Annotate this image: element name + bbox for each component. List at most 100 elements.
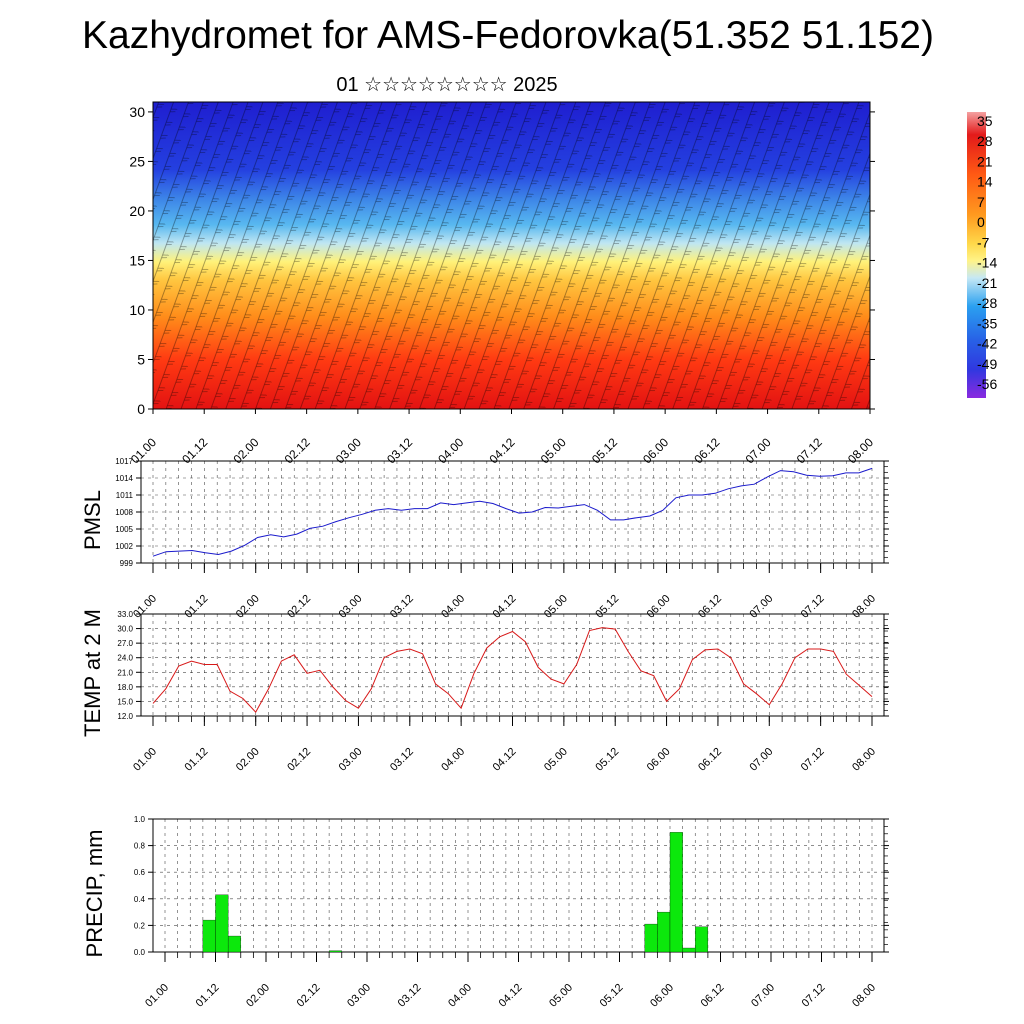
colorbar-label: -21 [977, 275, 997, 291]
y-axis-label: PMSL [80, 490, 105, 550]
colorbar-ramp [967, 112, 986, 398]
y-tick-label: 15.0 [117, 697, 133, 706]
series-line [152, 627, 873, 713]
x-tick-label: 04.12 [486, 435, 517, 466]
x-tick-label: 08.00 [850, 593, 878, 621]
x-tick-label: 05.00 [538, 435, 569, 466]
colorbar-label: -49 [977, 356, 997, 372]
y-tick-label: 0.2 [134, 921, 146, 930]
x-tick-label: 02.12 [285, 746, 313, 774]
heatmap-x-ticks: 01.00 01.12 02.00 02.12 03.00 03.12 04.00 04.12… [128, 409, 876, 466]
x-tick-label: 02.12 [285, 593, 313, 621]
y-tick-label: 20 [129, 203, 145, 219]
page-title: Kazhydromet for AMS-Fedorovka(51.352 51.… [82, 14, 934, 57]
x-tick-label: 01.00 [131, 593, 159, 621]
temp-panel: 12.0 15.0 18.0 21.0 24.0 27.0 30.0 33.0 01.00 01.… [80, 609, 889, 774]
x-tick-label: 05.12 [598, 982, 626, 1010]
y-tick-label: 1005 [115, 525, 133, 534]
x-tick-label: 02.00 [230, 435, 261, 466]
colorbar-label: 35 [977, 113, 993, 129]
precip-bar [682, 947, 696, 953]
y-axis-label: PRECIP, mm [82, 830, 107, 958]
x-tick-label: 02.00 [244, 982, 272, 1010]
y-tick-label: 0.8 [134, 842, 146, 851]
colorbar-label: -56 [977, 376, 997, 392]
series-line [152, 467, 873, 557]
precip-bar [657, 911, 671, 953]
colorbar-label: -28 [977, 295, 997, 311]
x-tick-label: 04.12 [491, 746, 519, 774]
precip-bar [202, 919, 216, 953]
x-tick-label: 05.12 [593, 746, 621, 774]
y-tick-label: 1008 [115, 508, 133, 517]
x-tick-label: 06.12 [699, 982, 727, 1010]
x-tick-label: 01.12 [194, 982, 222, 1010]
x-tick-label: 08.00 [850, 982, 878, 1010]
x-tick-label: 02.00 [234, 593, 262, 621]
x-tick-label: 04.12 [491, 593, 519, 621]
x-tick-label: 03.00 [337, 746, 365, 774]
x-tick-label: 01.12 [183, 746, 211, 774]
colorbar-label: 28 [977, 133, 993, 149]
x-tick-label: 01.12 [183, 593, 211, 621]
pmsl-panel: 999 1002 1005 1008 1011 1014 1017 01.00 01.12 02.… [80, 457, 889, 621]
x-tick-label: 05.00 [542, 593, 570, 621]
x-tick-label: 03.12 [396, 982, 424, 1010]
y-tick-label: 0.6 [134, 868, 146, 877]
x-tick-label: 02.12 [282, 435, 313, 466]
x-tick-label: 04.00 [439, 593, 467, 621]
x-tick-label: 01.00 [131, 746, 159, 774]
y-tick-label: 999 [120, 559, 134, 568]
y-tick-label: 27.0 [117, 639, 133, 648]
y-tick-label: 25 [129, 153, 145, 169]
colorbar-label: 21 [977, 153, 993, 169]
x-tick-label: 01.12 [179, 435, 210, 466]
y-tick-label: 0 [137, 401, 145, 417]
x-tick-label: 06.00 [645, 593, 673, 621]
colorbar-labels: 35 28 21 14 7 0 -7 -14 -21 -28 -35 -42 -49 -56 [977, 113, 997, 392]
precip-bar [328, 950, 342, 953]
precip-bar [669, 832, 683, 953]
x-tick-label: 02.12 [295, 982, 323, 1010]
x-tick-label: 03.12 [388, 593, 416, 621]
y-tick-label: 1.0 [134, 815, 146, 824]
y-tick-label: 0.0 [134, 948, 146, 957]
x-tick-label: 04.00 [439, 746, 467, 774]
colorbar-label: 14 [977, 174, 993, 190]
wind-barbs-overlay [153, 102, 870, 409]
colorbar-label: -42 [977, 336, 997, 352]
x-tick-label: 06.00 [645, 746, 673, 774]
x-tick-label: 01.00 [143, 982, 171, 1010]
y-tick-label: 18.0 [117, 683, 133, 692]
x-tick-label: 08.00 [845, 435, 876, 466]
colorbar-label: -14 [977, 255, 997, 271]
x-tick-label: 02.00 [234, 746, 262, 774]
x-tick-label: 07.00 [749, 982, 777, 1010]
heatmap-y-ticks: 0 5 10 15 20 25 30 [129, 104, 875, 417]
x-tick-label: 03.12 [384, 435, 415, 466]
x-tick-label: 05.12 [589, 435, 620, 466]
y-tick-label: 1014 [115, 474, 133, 483]
y-tick-label: 24.0 [117, 654, 133, 663]
colorbar-label: -7 [977, 234, 990, 250]
y-axis-label: TEMP at 2 M [80, 609, 105, 737]
x-tick-label: 04.00 [446, 982, 474, 1010]
x-tick-label: 06.12 [696, 593, 724, 621]
x-tick-label: 06.00 [648, 982, 676, 1010]
x-tick-label: 08.00 [850, 746, 878, 774]
y-tick-label: 33.0 [117, 610, 133, 619]
x-tick-label: 07.12 [799, 746, 827, 774]
colorbar-label: -35 [977, 315, 997, 331]
y-tick-label: 15 [129, 252, 145, 268]
x-tick-label: 07.12 [800, 982, 828, 1010]
precip-panel: 0.0 0.2 0.4 0.6 0.8 1.0 01.00 01.12 02.00 02.12 03… [82, 815, 889, 1010]
precip-bar [227, 935, 241, 953]
x-tick-label: 03.00 [333, 435, 364, 466]
x-tick-label: 06.12 [696, 746, 724, 774]
precip-bar [215, 894, 229, 953]
y-tick-label: 5 [137, 351, 145, 367]
y-tick-label: 12.0 [117, 712, 133, 721]
x-tick-label: 07.00 [747, 746, 775, 774]
